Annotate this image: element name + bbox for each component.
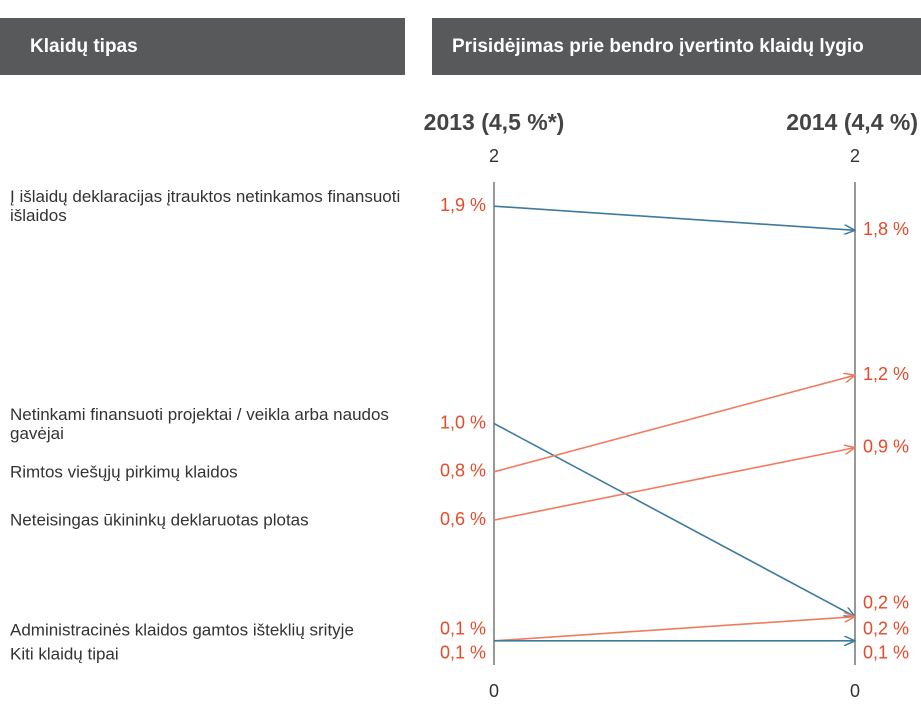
header-bar bbox=[0, 18, 405, 75]
value-label: 1,9 % bbox=[440, 195, 486, 215]
slope-line bbox=[493, 617, 855, 642]
category-label: Į išlaidų deklaracijas įtrauktos netinka… bbox=[10, 187, 401, 226]
period-label: 2014 (4,4 %) bbox=[786, 109, 918, 135]
slope-line bbox=[493, 375, 855, 473]
value-label: 0,2 % bbox=[863, 618, 909, 638]
category-label: Neteisingas ūkininkų deklaruotas plotas bbox=[10, 510, 309, 530]
y-tick-label: 0 bbox=[489, 681, 499, 701]
column-header: Klaidų tipas bbox=[30, 36, 138, 57]
header-bar bbox=[432, 18, 921, 75]
value-label: 0,6 % bbox=[440, 509, 486, 529]
y-tick-label: 0 bbox=[850, 681, 860, 701]
slope-line bbox=[493, 205, 855, 230]
y-tick-label: 2 bbox=[850, 146, 860, 166]
value-label: 0,1 % bbox=[440, 619, 486, 639]
category-label: Administracinės klaidos gamtos išteklių … bbox=[10, 620, 354, 640]
slope-line bbox=[493, 448, 855, 521]
value-label: 0,1 % bbox=[863, 643, 909, 663]
value-label: 1,0 % bbox=[440, 412, 486, 432]
value-label: 1,8 % bbox=[863, 219, 909, 239]
category-label: Rimtos viešųjų pirkimų klaidos bbox=[10, 462, 238, 482]
value-label: 0,8 % bbox=[440, 461, 486, 481]
column-header: Prisidėjimas prie bendro įvertinto klaid… bbox=[452, 36, 864, 57]
category-label: Netinkami finansuoti projektai / veikla … bbox=[10, 404, 389, 443]
category-label: Kiti klaidų tipai bbox=[10, 644, 119, 664]
value-label: 0,2 % bbox=[863, 592, 909, 612]
value-label: 1,2 % bbox=[863, 364, 909, 384]
y-tick-label: 2 bbox=[489, 146, 499, 166]
slope-line bbox=[493, 422, 855, 617]
period-label: 2013 (4,5 %*) bbox=[424, 109, 565, 135]
value-label: 0,1 % bbox=[440, 643, 486, 663]
value-label: 0,9 % bbox=[863, 436, 909, 456]
